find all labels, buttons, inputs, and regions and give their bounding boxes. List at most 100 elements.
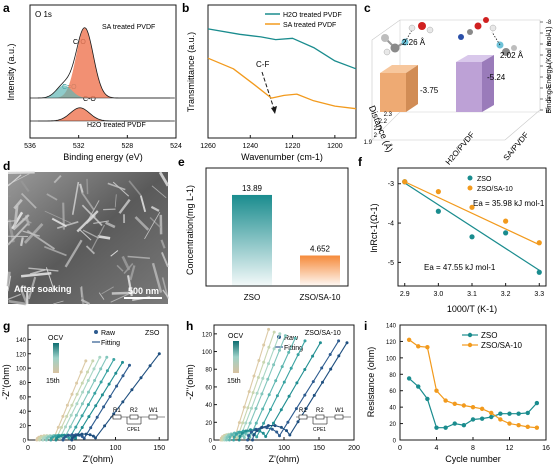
i-data-point [507, 411, 512, 416]
g-circuit-r1: R1 [113, 408, 121, 414]
a-peak-fill-co-bottom [30, 107, 175, 121]
h-equivalent-circuit: R1 R2 W1 CPE1 [296, 408, 351, 433]
i-data-point [416, 384, 421, 389]
h-title: ZSO/SA-10 [305, 330, 341, 337]
sem-crystal [162, 289, 169, 298]
i-data-point [461, 423, 467, 428]
c-z-tick-label: 0 [546, 108, 550, 114]
sem-crystal [44, 210, 71, 224]
panel-e: 13.89 ZSO 4.652 ZSO/SA-10 Concentration(mg … [185, 167, 349, 302]
legend-label-h2o: H2O treated PVDF [283, 12, 342, 19]
h-fit-curve [251, 342, 348, 441]
e-category-label: ZSO/SA-10 [300, 293, 341, 302]
h-data-point [246, 406, 250, 410]
sem-crystal [53, 174, 62, 184]
g-data-point [80, 402, 84, 406]
sem-crystal [87, 200, 100, 222]
f-x-tick-label: 2.9 [400, 291, 410, 298]
h-data-point [250, 406, 253, 410]
sem-crystal [13, 198, 23, 210]
cf-arrow-head [271, 106, 277, 114]
g-data-point [80, 426, 84, 429]
g-legend-raw-marker [94, 330, 98, 334]
h-data-point [256, 376, 260, 379]
g-fit-curve [71, 353, 160, 441]
sem-crystal [20, 271, 52, 278]
sem-caption: After soaking [14, 284, 72, 294]
h-x-tick-label: 200 [348, 445, 360, 452]
a-x-axis-label: Binding energy (eV) [63, 152, 143, 162]
g-data-point [73, 434, 77, 438]
h-data-point [254, 421, 258, 425]
g-data-point [82, 436, 86, 440]
h-data-point [345, 341, 349, 345]
i-x-axis-label: Cycle number [445, 454, 501, 464]
h-x-tick-label: 0 [212, 445, 216, 452]
molecule-sa-pvdf [458, 17, 517, 56]
i-data-point [498, 411, 503, 416]
c-z-ticks: 0 -1 -2 -3 -4 -5 -6 -7 -8 [540, 20, 552, 114]
h-data-point [257, 359, 261, 362]
panel-i: ZSO ZSO/SA-10 0 4 8 12 16020406080100120140 … [366, 324, 550, 465]
h-data-point [254, 407, 258, 410]
g-ocv-colorbar [53, 343, 59, 373]
g-data-point [86, 379, 90, 382]
i-data-point [525, 410, 530, 416]
g-data-point [70, 433, 74, 437]
panel-label-a: a [3, 1, 10, 15]
sem-crystal [127, 275, 133, 297]
h-data-point [337, 354, 341, 358]
h-data-point [294, 407, 298, 411]
sem-crystal [149, 216, 162, 229]
g-data-point [71, 436, 74, 440]
sem-crystal [128, 180, 142, 196]
energy-value-h2o: -3.75 [420, 86, 439, 95]
h-y-tick-label: 60 [205, 385, 212, 391]
g-x-tick-label: 150 [153, 445, 165, 452]
h-data-point [255, 391, 259, 395]
h-data-point [262, 421, 266, 425]
h-data-point [304, 407, 308, 411]
b-x-tick-label: 1260 [200, 143, 216, 150]
sem-crystal [105, 221, 116, 229]
f-data-point [536, 240, 542, 246]
i-data-point [489, 410, 494, 416]
ea-annotation-sa: Ea = 35.98 kJ mol-1 [473, 199, 545, 208]
f-y-tick-label: -3 [388, 181, 394, 188]
g-data-point [80, 432, 84, 436]
legend-label-zso-i: ZSO [481, 331, 497, 340]
sem-crystal [103, 208, 116, 211]
sem-crystal [7, 171, 35, 175]
sem-crystal [110, 293, 129, 303]
h-data-point [278, 348, 281, 352]
sem-crystal [22, 230, 40, 237]
h-circuit-r1: R1 [299, 408, 307, 414]
a-x-ticks: 536 532 528 524 [24, 135, 182, 150]
sem-crystal [29, 268, 46, 275]
h-data-point [252, 433, 256, 437]
g-data-point [108, 395, 112, 398]
h-fit-curve [233, 340, 306, 441]
h-data-point [267, 393, 271, 397]
i-y-axis-label: Resistance (ohm) [366, 347, 376, 418]
b-series-line [207, 57, 357, 110]
h-data-point [269, 408, 272, 411]
sem-crystal [64, 239, 83, 268]
sem-crystal [20, 237, 24, 247]
legend-marker-zso-f [467, 175, 473, 181]
g-data-point [89, 426, 93, 430]
c-distance-tick-label: 2.2 [379, 119, 388, 125]
a-y-axis-label: Intensity (a.u.) [6, 43, 16, 100]
distance-label-sa: 2.02 Å [500, 51, 524, 60]
f-x-tick-label: 3.0 [433, 291, 443, 298]
b-x-axis-label: Wavenumber (cm-1) [241, 152, 323, 162]
h-circuit-r2: R2 [316, 408, 324, 414]
panel-label-f: f [358, 155, 363, 169]
sem-crystal [161, 252, 169, 268]
g-data-point [105, 355, 109, 359]
c-z-tick-label: -1 [546, 97, 552, 103]
g-data-point [56, 425, 60, 429]
sem-crystal [7, 275, 12, 292]
legend-label-sa-f: ZSO/SA-10 [477, 186, 513, 193]
h-end-label: 15th [227, 378, 241, 385]
